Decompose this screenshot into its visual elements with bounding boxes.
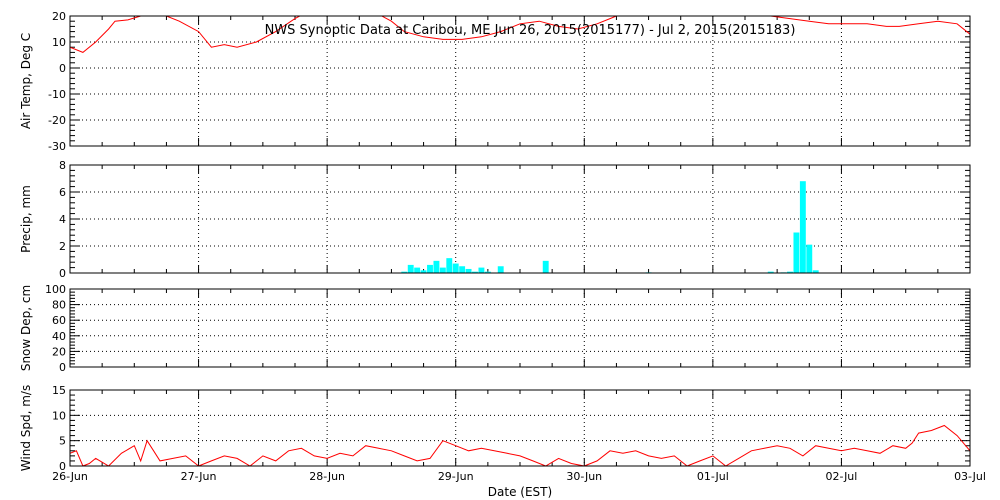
precip-bar <box>439 267 446 273</box>
y-tick-label: 80 <box>52 299 66 312</box>
panel-frame <box>69 15 971 147</box>
y-tick-label: 60 <box>52 314 66 327</box>
x-tick-label: 28-Jun <box>309 470 345 483</box>
y-tick-label: -30 <box>48 140 66 153</box>
wind-speed-line <box>70 424 970 466</box>
panel-air-temp: 20 10 0 -10 -20 -30 Air Temp, Deg C <box>19 10 971 153</box>
panel-precip: 8 6 4 2 0 Precip, mm <box>19 159 971 280</box>
y-tick-label: -20 <box>48 114 66 127</box>
y-tick-label: 10 <box>52 409 66 422</box>
y-tick-label: 0 <box>59 460 66 473</box>
y-axis-label: Wind Spd, m/s <box>19 385 33 471</box>
y-tick-label: -10 <box>48 88 66 101</box>
precip-bar <box>427 264 433 273</box>
chart-title: NWS Synoptic Data at Caribou, ME Jun 26,… <box>265 23 796 38</box>
precip-bar <box>433 260 440 273</box>
y-axis-label: Snow Dep, cm <box>19 285 33 371</box>
y-axis-label: Precip, mm <box>19 185 33 253</box>
y-tick-label: 8 <box>59 159 66 172</box>
y-tick-label: 20 <box>52 345 66 358</box>
precip-bar <box>414 267 421 273</box>
x-tick-label: 29-Jun <box>438 470 474 483</box>
y-tick-label: 4 <box>59 213 66 226</box>
y-tick-label: 15 <box>52 384 66 397</box>
precip-bar <box>806 244 813 273</box>
x-axis-label: Date (EST) <box>488 485 552 499</box>
y-tick-label: 0 <box>59 62 66 75</box>
x-tick-label: 02-Jul <box>825 470 857 483</box>
x-tick-label: 01-Jul <box>697 470 729 483</box>
y-tick-label: 5 <box>59 435 66 448</box>
panel-snow-depth: 100 80 60 40 20 0 Snow Dep, cm <box>19 283 971 374</box>
precip-bar <box>542 260 549 273</box>
precip-bar <box>420 270 427 273</box>
x-tick-label: 03-Jul <box>954 470 986 483</box>
panel-wind-speed: 15 10 5 0 Wind Spd, m/s <box>19 384 971 473</box>
panel-frame <box>69 288 971 368</box>
y-tick-label: 40 <box>52 330 66 343</box>
x-tick-label: 30-Jun <box>566 470 602 483</box>
y-tick-label: 0 <box>59 267 66 280</box>
y-tick-label: 0 <box>59 361 66 374</box>
precip-bar <box>459 266 466 273</box>
precip-bar <box>799 181 806 273</box>
y-tick-label: 10 <box>52 36 66 49</box>
precip-bar <box>478 267 485 273</box>
y-tick-label: 100 <box>45 283 66 296</box>
precip-bar <box>407 264 414 273</box>
precip-bar <box>452 263 459 273</box>
air-temp-line <box>70 16 970 53</box>
panel-frame <box>69 164 971 274</box>
y-tick-label: 6 <box>59 186 66 199</box>
precip-bar <box>767 271 774 273</box>
precip-bar <box>472 271 478 273</box>
precip-bar <box>401 271 408 273</box>
panel-frame <box>69 389 971 467</box>
x-tick-label: 26-Jun <box>52 470 88 483</box>
y-axis-label: Air Temp, Deg C <box>19 33 33 129</box>
precip-bar <box>465 268 472 273</box>
precip-bar <box>446 258 453 273</box>
precip-bar <box>787 271 793 273</box>
x-tick-label: 27-Jun <box>181 470 217 483</box>
y-tick-label: 2 <box>59 240 66 253</box>
precip-bar <box>793 232 800 273</box>
y-tick-label: 20 <box>52 10 66 23</box>
precip-bar <box>497 266 504 273</box>
precip-bar <box>484 271 491 273</box>
precip-bar <box>812 270 819 273</box>
